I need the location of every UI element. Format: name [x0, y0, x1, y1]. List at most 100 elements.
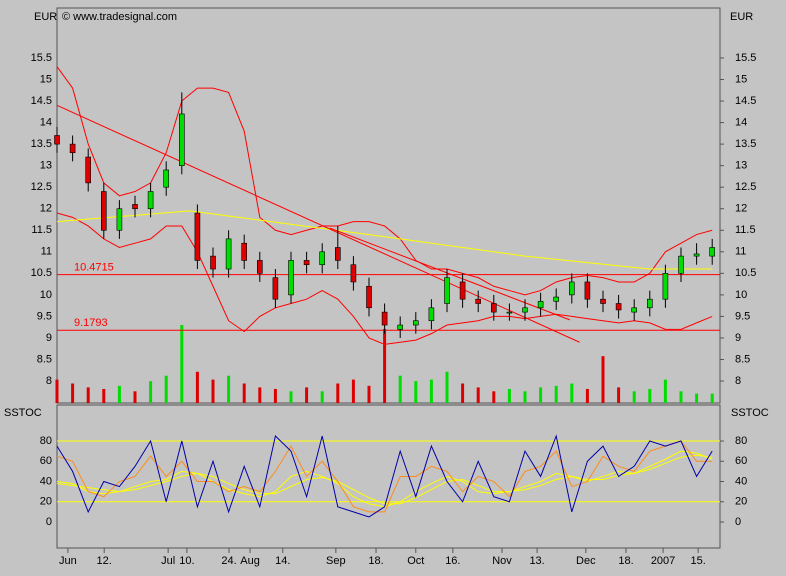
currency-label: EUR	[730, 11, 753, 23]
volume-bar	[289, 391, 293, 403]
volume-bar	[445, 371, 449, 403]
y-tick-label: 12	[735, 203, 747, 215]
y-tick-label: 12	[40, 203, 52, 215]
y-tick-label: 12.5	[31, 181, 52, 193]
volume-bar	[398, 375, 402, 403]
y-tick-label: 11.5	[735, 224, 756, 236]
y-tick-label: 8	[735, 375, 741, 387]
volume-bar	[149, 381, 153, 403]
y-tick-label: 13	[40, 160, 52, 172]
volume-bar	[507, 388, 511, 403]
volume-bar	[258, 387, 262, 403]
candle-body	[646, 298, 653, 309]
y-tick-label: 8	[46, 375, 52, 387]
volume-bar	[273, 388, 277, 403]
y-tick-label: 20	[40, 496, 52, 508]
volume-bar	[351, 379, 355, 403]
volume-bar	[71, 383, 75, 403]
y-tick-label: 15.5	[735, 52, 756, 64]
volume-bar	[585, 388, 589, 403]
x-tick-label: 18.	[368, 555, 383, 567]
y-tick-label: 9	[46, 332, 52, 344]
candle-body	[693, 253, 700, 257]
y-tick-label: 9.5	[735, 310, 750, 322]
candle-body	[584, 281, 591, 300]
y-tick-label: 10.5	[31, 267, 52, 279]
volume-bar	[570, 383, 574, 403]
volume-bar	[663, 379, 667, 403]
stoch-line	[56, 454, 713, 505]
volume-bar	[710, 393, 714, 403]
x-tick-label: 14.	[275, 555, 290, 567]
candle-body	[69, 143, 76, 154]
candle-body	[116, 208, 123, 231]
x-tick-label: Jun	[59, 555, 77, 567]
stoch-line	[56, 440, 713, 513]
x-tick-label: 24.	[221, 555, 236, 567]
y-tick-label: 40	[40, 475, 52, 487]
candle-body	[428, 307, 435, 322]
volume-bar	[601, 356, 605, 403]
volume-bar	[617, 387, 621, 403]
candle-body	[381, 311, 388, 326]
y-tick-label: 9.5	[37, 310, 52, 322]
y-tick-label: 13.5	[735, 138, 756, 150]
candle-body	[319, 251, 326, 266]
candle-body	[615, 303, 622, 311]
y-tick-label: 0	[735, 516, 741, 528]
y-tick-label: 20	[735, 496, 747, 508]
x-tick-label: Jul	[161, 555, 175, 567]
y-tick-label: 15.5	[31, 52, 52, 64]
volume-bar	[523, 391, 527, 403]
support-label: 10.4715	[74, 261, 114, 273]
candle-body	[194, 212, 201, 261]
candle-body	[506, 311, 513, 314]
volume-bar	[211, 379, 215, 403]
candle-body	[179, 113, 185, 166]
y-tick-label: 14	[735, 116, 747, 128]
volume-bar	[539, 387, 543, 403]
volume-bar	[102, 388, 106, 403]
price-panel	[56, 7, 721, 404]
volume-bar	[695, 393, 699, 403]
candle-body	[662, 273, 669, 300]
support-label: 9.1793	[74, 317, 108, 329]
x-tick-label: Aug	[240, 555, 260, 567]
candle-body	[256, 260, 263, 274]
x-tick-label: Sep	[326, 555, 346, 567]
volume-bar	[133, 391, 137, 403]
volume-bar	[164, 375, 168, 403]
candle-body	[412, 320, 419, 326]
candle-body	[444, 277, 450, 304]
y-tick-label: 10	[735, 289, 747, 301]
y-tick-label: 11.5	[31, 224, 52, 236]
volume-bar	[86, 387, 90, 403]
y-tick-label: 14.5	[735, 95, 756, 107]
candle-body	[366, 285, 372, 309]
y-tick-label: 0	[46, 516, 52, 528]
candle-body	[241, 242, 247, 261]
y-tick-label: 40	[735, 475, 747, 487]
x-tick-label: 15.	[691, 555, 706, 567]
volume-bar	[55, 379, 59, 403]
candle-body	[709, 247, 716, 257]
candle-body	[350, 264, 357, 283]
candle-body	[459, 281, 466, 300]
x-tick-label: 10.	[179, 555, 194, 567]
volume-bar	[554, 385, 558, 403]
y-tick-label: 60	[40, 455, 52, 467]
y-tick-label: 14.5	[31, 95, 52, 107]
y-tick-label: 11	[41, 246, 52, 258]
x-tick-label: 18.	[618, 555, 633, 567]
volume-bar	[648, 388, 652, 403]
candle-body	[397, 324, 404, 330]
bollinger-band	[56, 212, 713, 345]
volume-bar	[492, 391, 496, 403]
volume-bar	[180, 325, 184, 403]
bollinger-band	[56, 66, 713, 296]
volume-bar	[367, 385, 371, 403]
candle-body	[475, 298, 482, 304]
volume-bar	[320, 391, 324, 403]
y-tick-label: 9	[735, 332, 741, 344]
